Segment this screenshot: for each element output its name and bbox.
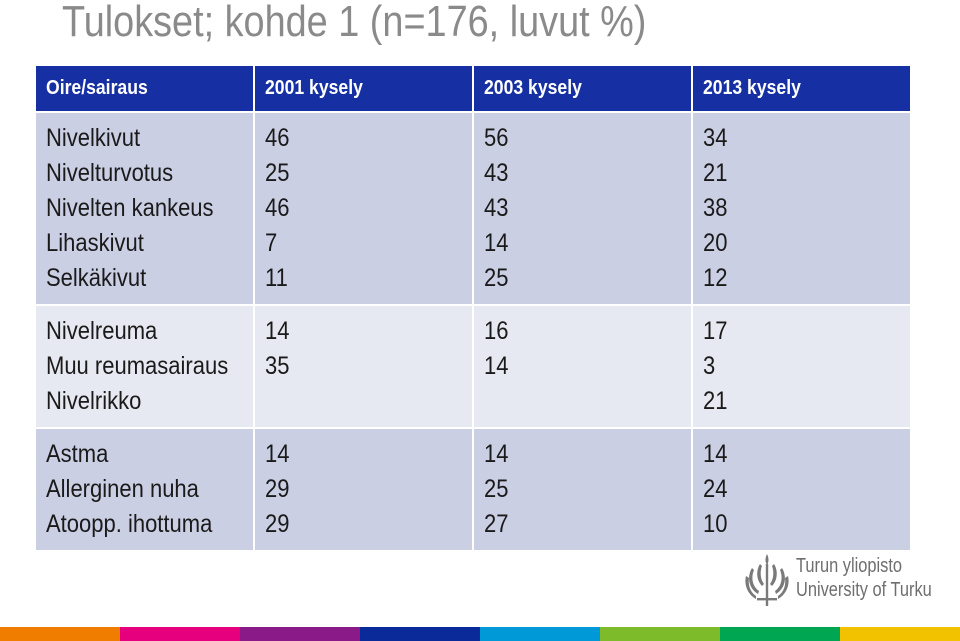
value-2013: 21 <box>703 159 728 187</box>
value-2003: 27 <box>484 510 509 538</box>
stripe-segment <box>240 627 360 641</box>
brand-color-stripe <box>0 627 960 641</box>
value-2001: 14 <box>265 440 290 468</box>
condition-label: Nivelkivut <box>46 124 141 152</box>
condition-label: Nivelturvotus <box>46 159 174 187</box>
value-2003: 25 <box>484 475 509 503</box>
value-2013: 10 <box>703 510 728 538</box>
values-2013-cell: 17 3 21 <box>691 304 912 429</box>
page-title: Tulokset; kohde 1 (n=176, luvut %) <box>62 0 647 46</box>
stripe-segment <box>360 627 480 641</box>
value-2013: 24 <box>703 475 728 503</box>
value-2013: 34 <box>703 124 728 152</box>
value-2003: 14 <box>484 440 509 468</box>
condition-label: Nivelreuma <box>46 317 158 345</box>
conditions-cell: Nivelreuma Muu reumasairaus Nivelrikko <box>34 304 255 429</box>
condition-label: Atoopp. ihottuma <box>46 510 213 538</box>
header-condition-label: Oire/sairaus <box>46 77 148 99</box>
header-2003: 2003 kysely <box>472 64 693 113</box>
results-table: Oire/sairaus 2001 kysely 2003 kysely 201… <box>34 64 912 552</box>
values-2003-cell: 16 14 <box>472 304 693 429</box>
stripe-segment <box>600 627 720 641</box>
value-2001: 35 <box>265 352 290 380</box>
value-2013: 21 <box>703 387 728 415</box>
table-row-group-joint-muscle: Nivelkivut Nivelturvotus Nivelten kankeu… <box>34 111 912 306</box>
stripe-segment <box>480 627 600 641</box>
header-2001-label: 2001 kysely <box>265 77 363 99</box>
values-2013-cell: 14 24 10 <box>691 427 912 552</box>
header-2013: 2013 kysely <box>691 64 912 113</box>
logo-wordmark: Turun yliopisto University of Turku <box>796 554 932 602</box>
conditions-cell: Astma Allerginen nuha Atoopp. ihottuma <box>34 427 255 552</box>
values-2013-cell: 34 21 38 20 12 <box>691 111 912 306</box>
header-2001: 2001 kysely <box>253 64 474 113</box>
value-2001: 46 <box>265 194 290 222</box>
logo-line-english: University of Turku <box>796 579 932 601</box>
conditions-cell: Nivelkivut Nivelturvotus Nivelten kankeu… <box>34 111 255 306</box>
condition-label: Allerginen nuha <box>46 475 199 503</box>
value-2003: 14 <box>484 229 509 257</box>
university-emblem-icon <box>745 554 789 606</box>
value-2001: 7 <box>265 229 278 257</box>
stripe-segment <box>720 627 840 641</box>
logo-line-finnish: Turun yliopisto <box>796 555 903 577</box>
values-2001-cell: 14 29 29 <box>253 427 474 552</box>
university-logo: Turun yliopisto University of Turku <box>744 552 944 612</box>
values-2001-cell: 46 25 46 7 11 <box>253 111 474 306</box>
table-header-row: Oire/sairaus 2001 kysely 2003 kysely 201… <box>34 64 912 113</box>
stripe-segment <box>0 627 120 641</box>
value-2001: 11 <box>265 264 288 292</box>
stripe-segment <box>840 627 960 641</box>
header-2013-label: 2013 kysely <box>703 77 801 99</box>
header-condition: Oire/sairaus <box>34 64 255 113</box>
value-2013: 12 <box>703 264 728 292</box>
value-2003: 56 <box>484 124 509 152</box>
table-row-group-allergic: Astma Allerginen nuha Atoopp. ihottuma 1… <box>34 427 912 552</box>
value-2001: 25 <box>265 159 290 187</box>
stripe-segment <box>120 627 240 641</box>
value-2013: 3 <box>703 352 716 380</box>
condition-label: Astma <box>46 440 109 468</box>
table-row-group-rheumatic: Nivelreuma Muu reumasairaus Nivelrikko 1… <box>34 304 912 429</box>
value-2003: 14 <box>484 352 509 380</box>
value-2001: 29 <box>265 475 290 503</box>
value-2003: 43 <box>484 194 509 222</box>
value-2001: 14 <box>265 317 290 345</box>
condition-label: Selkäkivut <box>46 264 147 292</box>
values-2001-cell: 14 35 <box>253 304 474 429</box>
condition-label: Nivelrikko <box>46 387 142 415</box>
value-2003: 43 <box>484 159 509 187</box>
value-2013: 20 <box>703 229 728 257</box>
value-2013: 14 <box>703 440 728 468</box>
condition-label: Muu reumasairaus <box>46 352 229 380</box>
value-2003: 16 <box>484 317 509 345</box>
condition-label: Nivelten kankeus <box>46 194 214 222</box>
value-2003: 25 <box>484 264 509 292</box>
value-2001: 46 <box>265 124 290 152</box>
value-2013: 17 <box>703 317 728 345</box>
header-2003-label: 2003 kysely <box>484 77 582 99</box>
value-2001: 29 <box>265 510 290 538</box>
value-2013: 38 <box>703 194 728 222</box>
values-2003-cell: 56 43 43 14 25 <box>472 111 693 306</box>
values-2003-cell: 14 25 27 <box>472 427 693 552</box>
condition-label: Lihaskivut <box>46 229 144 257</box>
